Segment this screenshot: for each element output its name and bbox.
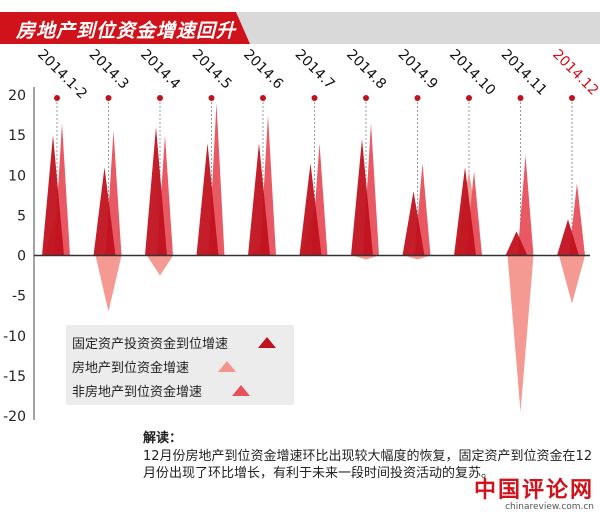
- spike-fixed-asset: [42, 135, 64, 256]
- spike-real-estate: [95, 255, 122, 312]
- spike-fixed-asset: [402, 191, 425, 256]
- y-tick-label: 5: [17, 208, 26, 224]
- category-dot: [466, 95, 472, 101]
- legend-label-non-real-estate: 非房地产到位资金增速: [72, 385, 203, 400]
- spike-real-estate: [404, 255, 431, 260]
- spike-fixed-asset: [93, 167, 116, 256]
- spike-fixed-asset: [351, 139, 373, 256]
- spike-fixed-asset: [505, 231, 528, 256]
- spike-real-estate: [147, 255, 173, 276]
- spike-non-real-estate: [517, 155, 534, 256]
- interpretation-note: 解读： 12月份房地产到位资金增速环比出现较大幅度的恢复，固定资产到位资金在12…: [143, 430, 593, 482]
- category-dot: [105, 95, 112, 101]
- spike-fixed-asset: [196, 143, 219, 256]
- category-label: 2014.5: [189, 47, 235, 93]
- legend-item-fixed-asset: 固定资产投资资金到位增速: [72, 333, 228, 352]
- spike-real-estate: [559, 255, 585, 304]
- category-dot: [363, 95, 369, 101]
- category-label: 2014.12: [549, 47, 600, 99]
- category-label: 2014.3: [86, 47, 132, 93]
- category-dot: [414, 95, 421, 101]
- y-tick-label: 0: [17, 249, 26, 265]
- page-title: 房地产到位资金增速回升: [16, 20, 237, 42]
- y-tick-label: -15: [3, 369, 26, 385]
- title-banner-shape: [0, 12, 600, 44]
- category-label: 2014.4: [137, 47, 183, 93]
- y-tick-label: -10: [3, 329, 26, 345]
- spike-fixed-asset: [299, 163, 322, 256]
- category-dot: [569, 95, 575, 101]
- y-tick-label: 20: [8, 88, 26, 104]
- category-dot: [311, 95, 318, 101]
- legend-swatch-non-real-estate: [232, 385, 250, 396]
- note-heading: 解读：: [143, 431, 183, 446]
- y-tick-label: 10: [8, 168, 26, 184]
- legend-item-real-estate: 房地产到位资金增速: [72, 357, 189, 376]
- category-dot: [208, 95, 215, 101]
- note-text: 12月份房地产到位资金增速环比出现较大幅度的恢复，固定资产到位资金在12月份出现…: [143, 449, 593, 481]
- legend-item-non-real-estate: 非房地产到位资金增速: [72, 381, 202, 400]
- spike-fixed-asset: [248, 143, 270, 256]
- logo-url: chinareview.com.cn: [505, 502, 594, 512]
- category-label: 2014.8: [343, 47, 389, 93]
- spike-fixed-asset: [145, 127, 167, 256]
- y-tick-label: -20: [3, 409, 26, 425]
- spike-fixed-asset: [557, 219, 579, 256]
- category-label: 2014.1-2: [34, 47, 90, 103]
- y-tick-label: -5: [12, 289, 26, 305]
- spike-real-estate: [507, 255, 534, 412]
- category-label: 2014.10: [446, 47, 498, 99]
- spike-fixed-asset: [454, 167, 476, 256]
- category-label: 2014.6: [240, 47, 286, 93]
- category-dot: [260, 95, 266, 101]
- legend-label-fixed-asset: 固定资产投资资金到位增速: [72, 337, 229, 352]
- legend: 固定资产投资资金到位增速 房地产到位资金增速 非房地产到位资金增速: [66, 325, 294, 405]
- y-tick-label: 15: [8, 128, 26, 144]
- title-banner: [0, 12, 600, 44]
- site-logo: 中国评论网 chinareview.com.cn: [474, 472, 594, 512]
- category-dot: [517, 95, 524, 101]
- legend-swatch-real-estate: [218, 361, 236, 372]
- category-label: 2014.9: [395, 47, 441, 93]
- logo-text: 中国评论网: [473, 477, 594, 503]
- legend-swatch-fixed-asset: [258, 337, 276, 348]
- category-label: 2014.11: [498, 47, 550, 99]
- spike-real-estate: [353, 255, 379, 260]
- category-label: 2014.7: [292, 47, 338, 93]
- category-dot: [54, 95, 60, 101]
- legend-label-real-estate: 房地产到位资金增速: [72, 361, 190, 376]
- category-dot: [157, 95, 163, 101]
